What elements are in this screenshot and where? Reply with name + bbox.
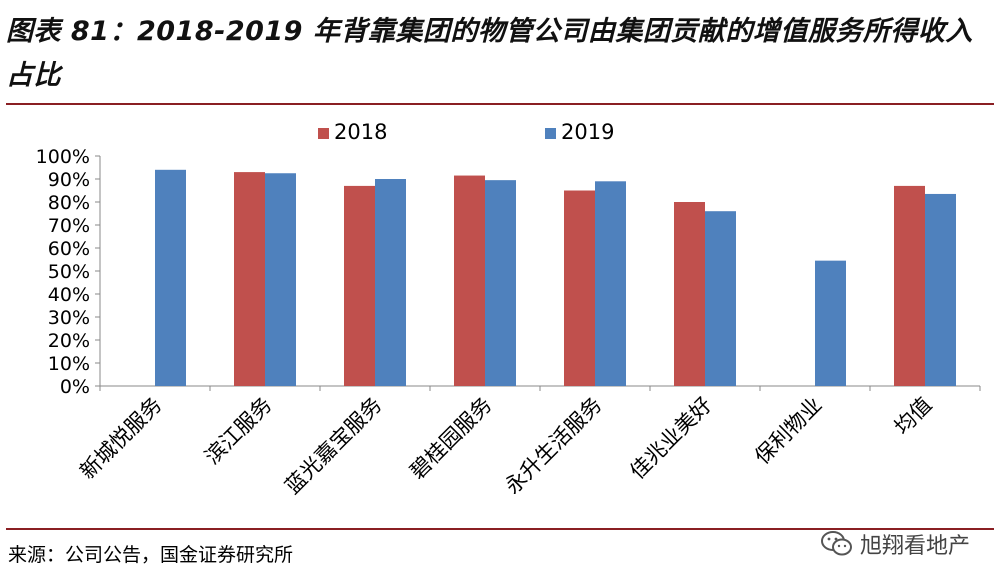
- bottom-divider: [6, 528, 994, 530]
- x-category-label: 蓝光嘉宝服务: [280, 393, 386, 499]
- bar-2018-4: [564, 190, 595, 386]
- y-tick-label: 60%: [48, 238, 90, 260]
- source-note: 来源：公司公告，国金证券研究所: [8, 544, 294, 566]
- bar-2019-3: [485, 180, 516, 386]
- watermark-text: 旭翔看地产: [859, 534, 970, 559]
- bar-chart: 2018 2019 0%10%20%30%40%50%60%70%80%90%10…: [36, 120, 981, 499]
- y-tick-label: 0%: [60, 376, 90, 398]
- bar-2019-1: [265, 173, 296, 386]
- x-category-label: 佳兆业美好: [625, 393, 716, 484]
- y-axis: 0%10%20%30%40%50%60%70%80%90%100%: [36, 146, 101, 398]
- bar-2019-2: [375, 179, 406, 386]
- bar-2018-7: [894, 185, 925, 386]
- x-axis: 新城悦服务 滨江服务 蓝光嘉宝服务 碧桂园服务 永升生活服务 佳兆业美好 保利物业 均值: [75, 385, 981, 499]
- x-category-label: 碧桂园服务: [405, 393, 496, 484]
- y-tick-label: 30%: [48, 307, 90, 329]
- bars: [155, 169, 956, 386]
- legend-swatch-2019: [545, 128, 556, 139]
- x-category-label: 均值: [890, 393, 937, 440]
- y-tick-label: 10%: [48, 353, 90, 375]
- legend-swatch-2018: [318, 128, 329, 139]
- x-category-label: 保利物业: [750, 393, 826, 469]
- y-tick-label: 20%: [48, 330, 90, 352]
- legend-label-2018: 2018: [334, 120, 387, 144]
- y-tick-label: 80%: [48, 192, 90, 214]
- y-tick-label: 40%: [48, 284, 90, 306]
- x-category-label: 滨江服务: [200, 393, 276, 469]
- y-tick-label: 100%: [36, 146, 90, 168]
- y-tick-label: 50%: [48, 261, 90, 283]
- legend: 2018 2019: [318, 120, 614, 144]
- y-tick-label: 90%: [48, 169, 90, 191]
- wechat-icon: [820, 531, 852, 556]
- x-category-label: 永升生活服务: [500, 393, 606, 499]
- bar-2019-6: [815, 260, 846, 386]
- legend-label-2019: 2019: [561, 120, 614, 144]
- y-tick-label: 70%: [48, 215, 90, 237]
- chart-title: 图表 81：2018-2019 年背靠集团的物管公司由集团贡献的增值服务所得收入…: [6, 16, 973, 91]
- watermark: 旭翔看地产: [820, 528, 970, 560]
- x-category-label: 新城悦服务: [75, 393, 166, 484]
- top-divider: [6, 103, 994, 105]
- bar-2019-0: [155, 169, 186, 386]
- bar-2019-4: [595, 181, 626, 386]
- bar-2019-5: [705, 211, 736, 386]
- bar-2018-1: [234, 172, 265, 386]
- bar-2019-7: [925, 193, 956, 386]
- bar-2018-2: [344, 185, 375, 386]
- bar-2018-5: [674, 202, 705, 386]
- bar-2018-3: [454, 175, 485, 386]
